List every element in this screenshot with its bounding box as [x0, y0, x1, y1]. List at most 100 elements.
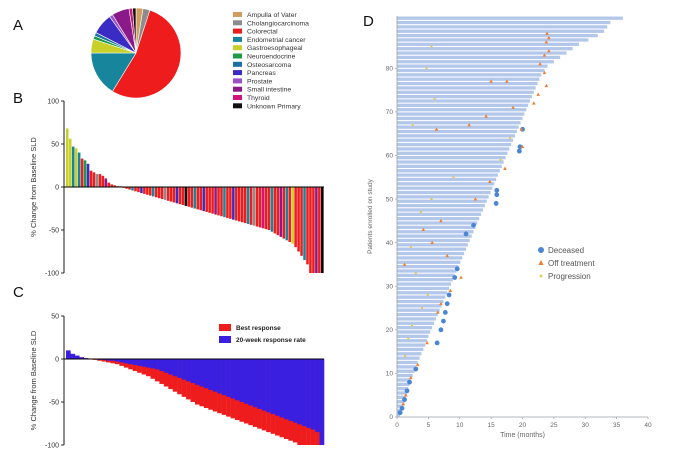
bar-b-86 [321, 187, 324, 273]
bar-b-21 [128, 187, 131, 190]
swim-bar-87 [397, 33, 598, 38]
bar-b-12 [101, 175, 105, 187]
swim-bar-60 [397, 151, 508, 155]
bar-b-42 [190, 187, 194, 208]
swim-bar-14 [397, 352, 422, 356]
marker-0-17 [494, 192, 500, 198]
bar-b-59 [240, 187, 244, 223]
swim-bar-43 [397, 225, 476, 230]
swim-bar-67 [397, 121, 521, 125]
swim-bar-46 [397, 212, 482, 216]
bar-c-s1-37 [230, 359, 236, 399]
legend-swatch-8 [233, 78, 242, 84]
swim-bar-8 [397, 378, 411, 382]
x-tick-label-d-4: 20 [519, 422, 527, 429]
legend-swatch-6 [233, 61, 242, 67]
bar-c-s1-49 [283, 359, 289, 420]
bar-b-77 [294, 187, 297, 248]
bar-c-s1-34 [217, 359, 222, 394]
bar-c-s1-18 [146, 359, 151, 368]
bar-c-s1-13 [123, 359, 129, 364]
bar-b-1 [68, 138, 72, 187]
bar-c-s1-50 [288, 359, 294, 421]
bar-c-s1-31 [203, 359, 209, 389]
swim-bar-7 [397, 382, 410, 386]
marker-1-30 [542, 53, 547, 57]
bar-c-s1-29 [195, 359, 200, 385]
bar-c-s1-54 [306, 359, 311, 428]
swim-bar-89 [397, 25, 608, 29]
swim-bar-30 [397, 282, 451, 286]
bar-b-81 [306, 187, 309, 265]
swim-bar-74 [397, 90, 534, 94]
legend-label-9: Small intestine [247, 87, 291, 94]
swim-bar-9 [397, 373, 413, 378]
swim-bar-22 [397, 317, 436, 321]
swim-bar-85 [397, 42, 579, 46]
bar-b-85 [318, 187, 321, 273]
marker-1-1 [403, 393, 408, 397]
bar-c-s1-14 [128, 359, 133, 365]
legend-label-3: Endometrial cancer [247, 37, 306, 44]
marker-1-25 [544, 83, 549, 88]
swim-bar-68 [397, 116, 523, 121]
bar-c-s0-11 [114, 359, 120, 365]
pie-slice-3 [90, 52, 137, 92]
bar-c-s1-0 [66, 350, 71, 359]
bar-b-40 [184, 187, 188, 206]
bar-b-34 [166, 187, 170, 201]
swim-bar-33 [397, 269, 457, 273]
bar-b-61 [246, 187, 250, 224]
bar-b-0 [66, 128, 69, 187]
y-tick-label-b-1: -50 [49, 228, 59, 235]
swim-bar-51 [397, 190, 491, 195]
y-tick-label-d-1: 10 [386, 371, 394, 378]
swim-bar-47 [397, 208, 483, 212]
bar-b-28 [149, 187, 152, 196]
marker-1-32 [544, 40, 549, 44]
legend-label-d-0: Deceased [548, 246, 584, 255]
x-tick-label-d-1: 5 [427, 422, 431, 429]
bar-b-24 [137, 187, 140, 193]
x-tick-label-d-0: 0 [395, 422, 399, 429]
bar-c-s1-44 [261, 359, 267, 411]
swim-bar-61 [397, 147, 510, 151]
swim-bar-32 [397, 273, 455, 277]
y-tick-label-c-2: 0 [55, 357, 59, 364]
y-tick-label-b-4: 100 [47, 99, 59, 106]
legend-label-0: Ampulla of Vater [247, 12, 297, 19]
bar-b-35 [169, 187, 173, 202]
bar-c-s1-2 [74, 355, 80, 359]
bar-b-47 [205, 187, 208, 212]
bar-b-26 [143, 187, 146, 194]
legend-marker-d-2 [539, 274, 543, 278]
y-tick-label-d-7: 70 [386, 109, 394, 116]
bar-c-s1-36 [226, 359, 231, 397]
bar-b-57 [235, 187, 238, 221]
bar-c-s0-15 [132, 359, 138, 372]
marker-1-28 [542, 70, 547, 75]
bar-b-70 [273, 187, 277, 234]
bar-c-s1-9 [106, 359, 111, 361]
bar-b-9 [92, 172, 96, 187]
x-tick-label-d-8: 40 [644, 422, 652, 429]
bar-b-80 [303, 187, 306, 261]
swim-bar-45 [397, 217, 480, 221]
bar-b-72 [279, 187, 283, 237]
marker-0-2 [402, 397, 407, 402]
legend-label-11: Unknown Primary [247, 103, 301, 110]
bar-b-25 [140, 187, 143, 194]
bar-b-56 [232, 187, 235, 220]
marker-1-6 [439, 301, 443, 306]
y-axis-title-b: % Change from Baseline SLD [29, 137, 38, 237]
swim-bar-70 [397, 108, 527, 112]
swim-bar-13 [397, 356, 420, 360]
marker-2-3 [421, 306, 424, 310]
bar-b-75 [288, 187, 291, 243]
marker-1-29 [538, 61, 542, 66]
legend-swatch-2 [233, 28, 242, 34]
swim-bar-49 [397, 199, 487, 203]
bar-b-10 [95, 174, 99, 187]
marker-1-3 [415, 362, 420, 367]
marker-1-20 [467, 122, 471, 127]
